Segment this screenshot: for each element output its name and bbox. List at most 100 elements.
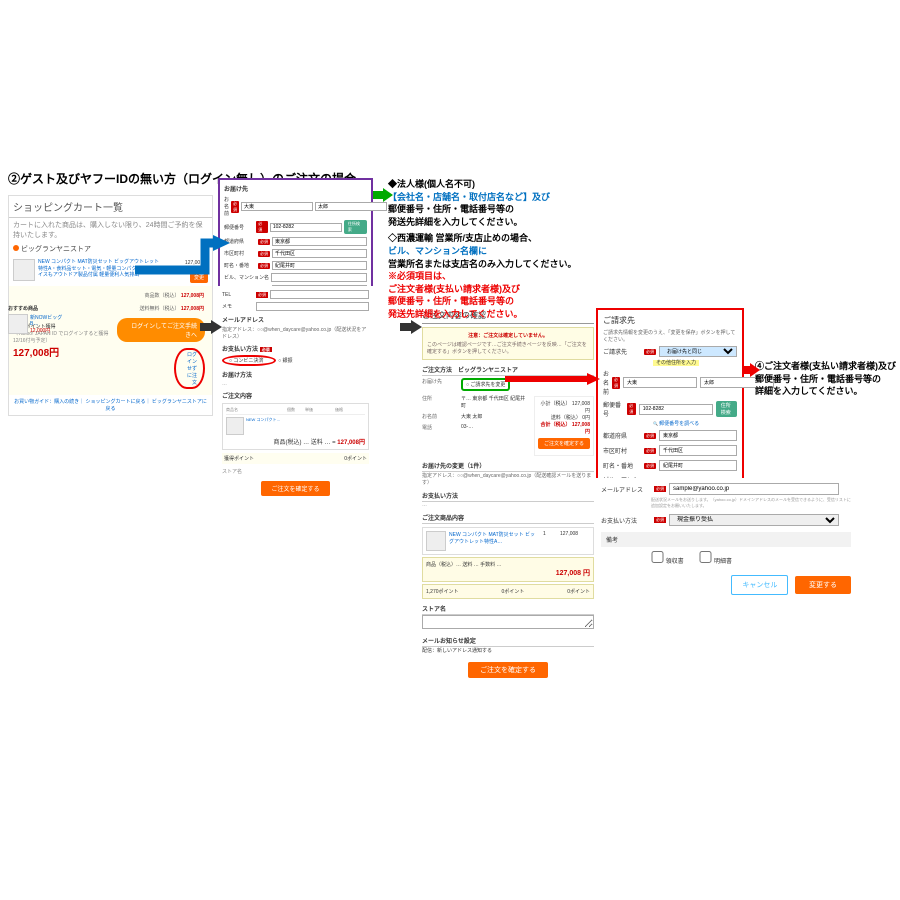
- ci-name[interactable]: NEW コンパクト MAT防災セット ビッグアウトレット特性A…: [449, 531, 540, 551]
- v-tel: 03-…: [461, 424, 473, 431]
- lbl-pay: お支払い方法: [601, 516, 651, 525]
- lbl-bpref: 都道府県: [603, 431, 641, 440]
- email-val: 指定アドレス：○○@when_daycare@yahoo.co.jp（配送状況を…: [222, 326, 369, 340]
- black-arrow-2: [400, 320, 422, 334]
- update-button[interactable]: 変更する: [795, 576, 851, 594]
- rec-thumb[interactable]: [8, 314, 28, 334]
- ci-thumb: [426, 531, 446, 551]
- order-price: 127,008円: [337, 440, 365, 446]
- order-box: 商品名 個数 単価 価格 NEW コンパクト… 商品(税込) … 送料 … = …: [222, 403, 369, 450]
- cart-header: ショッピングカート一覧: [9, 196, 212, 218]
- select-dest[interactable]: お届け先と同じ: [659, 346, 737, 357]
- checkbox-row: 領収書 明細書: [601, 547, 851, 569]
- confirm-btn-small[interactable]: ご注文を確定する: [538, 438, 590, 449]
- sec-store: ストア名: [422, 604, 594, 615]
- input-b-zip[interactable]: [639, 404, 713, 415]
- input-memo2[interactable]: [256, 302, 369, 311]
- input-lastname[interactable]: [241, 202, 313, 211]
- pt-breakdown: 1,270ポイント0ポイント0ポイント: [422, 584, 594, 599]
- sub1k: 商品数（税込）: [145, 293, 180, 299]
- login-button[interactable]: ログインしてご注文手続きへ: [117, 318, 205, 342]
- dest-opt2: その他住所を入力: [653, 360, 699, 366]
- input-addr[interactable]: [272, 261, 367, 270]
- input-b-pref[interactable]: [659, 430, 737, 441]
- order-sect: ご注文内容: [222, 391, 369, 400]
- lbl-dest: ご請求先: [603, 347, 641, 356]
- deliv-heading: お届け先: [224, 184, 367, 193]
- red-arrow-1: [505, 373, 600, 385]
- k-tel: 電話: [422, 424, 457, 431]
- radio-bank[interactable]: ○ 銀振: [278, 358, 292, 364]
- sub1v: 127,008円: [181, 293, 204, 299]
- email-note: 指定アドレス：○○@when_daycare@yahoo.co.jp（配送確認メ…: [422, 472, 594, 486]
- lbl-zip: 郵便番号: [224, 224, 254, 231]
- annotation-1: ◆法人様(個人名不可) 【会社名・店舗名・取付店名など】及び 郵便番号・住所・電…: [388, 178, 576, 321]
- th-price: 価格: [335, 407, 365, 413]
- mail-note: 配送状況メールをお送りします。（yahoo.co.jp）ドメインアドレスのメール…: [651, 497, 851, 509]
- annotation-2: ④ご注文者様(支払い請求者様)及び 郵便番号・住所・電話番号等の 詳細を入力して…: [755, 360, 896, 398]
- input-bldg[interactable]: [271, 273, 367, 282]
- lbl-mail: メールアドレス: [601, 485, 651, 494]
- zip-search-button[interactable]: 住所検索: [344, 220, 367, 234]
- pt-lbl: 獲得ポイント: [224, 455, 254, 462]
- confirm-order-button-2[interactable]: ご注文を確定する: [468, 662, 548, 678]
- input-tel2[interactable]: [270, 290, 369, 299]
- k-name: お名前: [422, 413, 457, 420]
- pt-val: 0ポイント: [344, 455, 367, 462]
- pay-sect: お支払い方法: [222, 347, 258, 353]
- green-arrow: [373, 188, 393, 202]
- input-city[interactable]: [272, 249, 367, 258]
- order-thumb: [226, 417, 244, 435]
- sec-mail: メールお知らせ設定: [422, 636, 594, 647]
- cart-foot-links[interactable]: お買い物ガイド：購入の続き｜ ショッピングカートに戻る｜ ビッグランヤニストアに…: [9, 395, 212, 415]
- input-mail[interactable]: [669, 483, 839, 495]
- recommend-sidebar: おすすめ商品 新NOWビッグB… 12,000円: [8, 305, 63, 334]
- price-big: 127,008円: [13, 344, 114, 359]
- warn-body: このページは確認ページです…ご注文手続きページを反映…「ご注文を確定する」ボタン…: [427, 341, 589, 355]
- item-thumb: [13, 259, 35, 281]
- rec-title: おすすめ商品: [8, 305, 63, 312]
- confirm-order-button[interactable]: ご注文を確定する: [261, 481, 329, 496]
- cb-detail[interactable]: 明細書: [699, 559, 732, 565]
- bzip-search-button[interactable]: 住所検索: [716, 401, 737, 417]
- k-addr: 住所: [422, 395, 457, 409]
- pay-oval: ○ コンビニ決済: [222, 355, 276, 366]
- k-deliv: お届け先: [422, 378, 457, 391]
- guest-order-link[interactable]: ログインせずに注文: [187, 352, 197, 386]
- chg-dest-link[interactable]: ご請求先を変更: [470, 382, 505, 388]
- sub2k: 送料無料（税込）: [140, 306, 180, 312]
- points-row: 1,270ポイント獲得 （Yahoo! JAPAN ID でログインすると獲得 …: [9, 286, 212, 395]
- v-addr: 〒… 東京都 千代田区 紀尾井町: [461, 395, 530, 409]
- th-name: 商品名: [226, 407, 287, 413]
- guest-ring: ログインせずに注文: [174, 348, 205, 389]
- cancel-button[interactable]: キャンセル: [731, 575, 788, 595]
- select-pay[interactable]: 現金振り受払: [669, 514, 839, 526]
- lbl-bname: お名前: [603, 369, 609, 396]
- store-textarea[interactable]: [422, 615, 594, 629]
- breakdown: 商品（税込）… 送料 … 手数料 … 127,008 円: [422, 557, 594, 582]
- cb-receipt[interactable]: 領収書: [651, 559, 684, 565]
- input-firstname[interactable]: [315, 202, 387, 211]
- order-confirm-panel: ご注文内容の確認 注意：ご注文は確定していません。 このページは確認ページです……: [422, 308, 594, 686]
- th-qty: 個数: [287, 407, 305, 413]
- zip-lookup-link[interactable]: 郵便番号を調べる: [659, 421, 699, 427]
- input-zip[interactable]: [270, 223, 342, 232]
- extra-panel: メールアドレス必須 配送状況メールをお送りします。（yahoo.co.jp）ドメ…: [596, 478, 856, 600]
- input-pref[interactable]: [272, 237, 367, 246]
- mail-opt[interactable]: 配信：新しいアドレス通知する: [422, 647, 594, 654]
- summary-box: 小計（税込） 127,008円 送料（税込） 0円 合計（税込） 127,008…: [534, 396, 594, 456]
- input-b-addr[interactable]: [659, 460, 737, 471]
- th-unit: 単価: [305, 407, 335, 413]
- mag-icon: 🔍: [653, 421, 658, 426]
- input-b-city[interactable]: [659, 445, 737, 456]
- bill-title: ご請求先: [603, 315, 737, 326]
- bill-note: ご請求先情報を変更のうえ、「変更を保存」ボタンを押してください。: [603, 329, 737, 343]
- lbl-name: お名前: [224, 196, 229, 217]
- black-arrow-1: [200, 320, 222, 334]
- lbl-bzip: 郵便番号: [603, 400, 624, 418]
- lbl-bldg: ビル、マンション名: [224, 274, 269, 281]
- confirm-item: NEW コンパクト MAT防災セット ビッグアウトレット特性A… 1 127,0…: [422, 527, 594, 555]
- input-b-ln[interactable]: [623, 377, 697, 388]
- radio-conv[interactable]: ○ コンビニ決済: [229, 358, 263, 364]
- red-arrow-2: [742, 363, 760, 377]
